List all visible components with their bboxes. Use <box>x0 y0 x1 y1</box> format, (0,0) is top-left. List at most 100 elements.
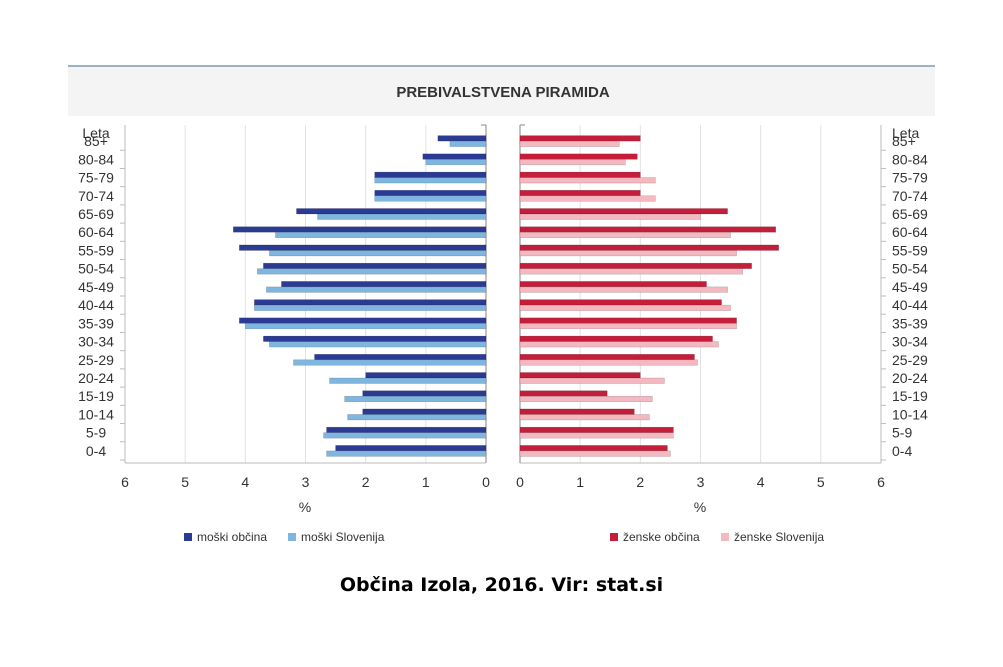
bar-zenske-slovenija <box>519 250 737 257</box>
right-category-label: 45-49 <box>892 279 928 295</box>
legend-swatch-zenske-slovenija <box>721 533 729 541</box>
chart-title: PREBIVALSTVENA PIRAMIDA <box>396 84 610 101</box>
left-x-tick-label: 6 <box>121 474 129 490</box>
bar-moski-slovenija <box>245 323 487 330</box>
bar-zenske-obcina <box>519 299 722 306</box>
bar-zenske-obcina <box>519 226 776 233</box>
right-x-tick-label: 6 <box>877 474 885 490</box>
legend: moški občina moški Slovenija ženske obči… <box>184 530 824 544</box>
bar-zenske-slovenija <box>519 304 731 311</box>
bar-zenske-obcina <box>519 244 779 251</box>
bar-moski-obcina <box>263 262 487 269</box>
legend-label-moski-obcina: moški občina <box>197 530 267 544</box>
right-category-label: 75-79 <box>892 170 928 186</box>
bar-moski-obcina <box>233 226 487 233</box>
left-category-label: 80-84 <box>78 151 114 167</box>
right-x-axis-label: % <box>694 499 706 515</box>
legend-label-zenske-obcina: ženske občina <box>623 530 700 544</box>
bar-zenske-slovenija <box>519 450 671 457</box>
left-x-tick-label: 0 <box>482 474 490 490</box>
bar-moski-obcina <box>362 408 487 415</box>
bar-moski-obcina <box>437 135 487 142</box>
left-category-label: 60-64 <box>78 224 114 240</box>
bar-moski-obcina <box>263 335 487 342</box>
left-category-label: 70-74 <box>78 188 114 204</box>
right-x-tick-label: 5 <box>817 474 825 490</box>
bar-moski-slovenija <box>317 213 487 220</box>
right-category-label: 0-4 <box>892 443 912 459</box>
bar-moski-obcina <box>314 354 487 361</box>
bar-moski-slovenija <box>425 159 487 166</box>
left-category-label: 10-14 <box>78 406 114 422</box>
bar-zenske-slovenija <box>519 341 719 348</box>
legend-swatch-zenske-obcina <box>610 533 618 541</box>
right-x-tick-label: 1 <box>576 474 584 490</box>
bar-moski-slovenija <box>329 377 487 384</box>
bar-zenske-obcina <box>519 135 641 142</box>
right-category-label: 20-24 <box>892 370 928 386</box>
left-category-label: 65-69 <box>78 206 114 222</box>
bar-zenske-obcina <box>519 445 668 452</box>
bar-zenske-slovenija <box>519 359 698 366</box>
bar-moski-obcina <box>281 281 487 288</box>
bar-moski-obcina <box>296 208 487 215</box>
legend-swatch-moski-obcina <box>184 533 192 541</box>
legend-label-moski-slovenija: moški Slovenija <box>301 530 385 544</box>
bar-moski-obcina <box>374 190 487 197</box>
bar-moski-obcina <box>362 390 487 397</box>
right-category-label: 30-34 <box>892 334 928 350</box>
bar-zenske-obcina <box>519 372 641 379</box>
bar-moski-obcina <box>326 426 487 433</box>
left-category-label: 85+ <box>84 133 108 149</box>
right-category-label: 55-59 <box>892 242 928 258</box>
left-category-label: 15-19 <box>78 388 114 404</box>
left-category-label: 30-34 <box>78 334 114 350</box>
bar-moski-slovenija <box>293 359 487 366</box>
right-category-label: 70-74 <box>892 188 928 204</box>
bar-zenske-obcina <box>519 190 641 197</box>
bar-moski-obcina <box>422 153 487 160</box>
left-x-tick-label: 3 <box>302 474 310 490</box>
right-category-label: 35-39 <box>892 315 928 331</box>
bar-zenske-slovenija <box>519 377 665 384</box>
bar-moski-slovenija <box>269 250 487 257</box>
right-leta-label: Leta <box>892 125 919 141</box>
population-pyramid-chart: PREBIVALSTVENA PIRAMIDA 0 01 12 23 34 45 56 60-… <box>68 65 935 544</box>
left-category-label: 35-39 <box>78 315 114 331</box>
bar-moski-obcina <box>239 244 487 251</box>
left-category-label: 40-44 <box>78 297 114 313</box>
legend-swatch-moski-slovenija <box>288 533 296 541</box>
left-category-label: 20-24 <box>78 370 114 386</box>
left-x-axis-label: % <box>299 499 311 515</box>
bar-moski-slovenija <box>449 140 487 147</box>
left-x-tick-label: 5 <box>181 474 189 490</box>
bar-zenske-slovenija <box>519 213 701 220</box>
right-category-label: 65-69 <box>892 206 928 222</box>
bar-zenske-slovenija <box>519 195 656 202</box>
bar-moski-slovenija <box>269 341 487 348</box>
bar-zenske-obcina <box>519 281 707 288</box>
left-category-label: 45-49 <box>78 279 114 295</box>
left-leta-label: Leta <box>82 125 109 141</box>
right-x-tick-label: 0 <box>516 474 524 490</box>
bar-zenske-slovenija <box>519 231 731 238</box>
bar-moski-slovenija <box>266 286 487 293</box>
bar-zenske-obcina <box>519 354 695 361</box>
bar-zenske-slovenija <box>519 140 620 147</box>
left-x-tick-label: 2 <box>362 474 370 490</box>
bar-moski-slovenija <box>347 414 487 421</box>
left-category-label: 50-54 <box>78 261 114 277</box>
bar-moski-slovenija <box>326 450 487 457</box>
bar-moski-obcina <box>365 372 487 379</box>
right-category-label: 40-44 <box>892 297 928 313</box>
left-category-label: 55-59 <box>78 242 114 258</box>
bar-zenske-slovenija <box>519 432 674 439</box>
bar-zenske-slovenija <box>519 286 728 293</box>
right-category-label: 10-14 <box>892 406 928 422</box>
left-x-tick-label: 1 <box>422 474 430 490</box>
bar-moski-slovenija <box>254 304 487 311</box>
right-x-tick-label: 3 <box>697 474 705 490</box>
left-category-label: 25-29 <box>78 352 114 368</box>
bar-zenske-obcina <box>519 317 737 324</box>
bar-zenske-obcina <box>519 390 608 397</box>
